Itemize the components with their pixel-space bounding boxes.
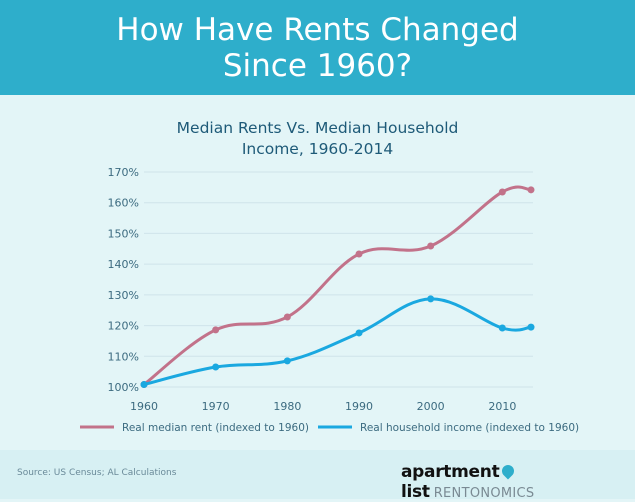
data-point	[527, 186, 535, 194]
x-tick-label: 1990	[345, 400, 373, 413]
data-point	[527, 323, 535, 331]
chart-title-line1: Median Rents Vs. Median Household	[176, 119, 459, 137]
series-line-1	[143, 297, 532, 387]
y-tick-label: 130%	[108, 289, 139, 302]
logo-text-list: list	[401, 482, 430, 502]
page-title-line1: How Have Rents Changed	[116, 12, 519, 48]
header-banner: How Have Rents Changed Since 1960?	[0, 0, 635, 95]
logo-text-apartment: apartment	[401, 462, 500, 482]
data-point	[283, 357, 291, 365]
source-note: Source: US Census; AL Calculations	[17, 468, 177, 478]
data-point	[212, 363, 220, 371]
line-chart: 100% 110% 120% 130% 140% 150% 160% 170% 1960 1970…	[80, 166, 579, 434]
legend-label: Real median rent (indexed to 1960)	[122, 422, 309, 434]
apartment-list-logo: apartmentlist RENTONOMICS	[401, 462, 635, 502]
data-point	[427, 242, 435, 250]
map-pin-icon	[499, 462, 517, 480]
data-point	[140, 381, 148, 389]
x-tick-label: 2010	[488, 400, 516, 413]
y-tick-label: 150%	[108, 227, 139, 240]
data-point	[355, 329, 363, 337]
y-tick-label: 140%	[108, 258, 139, 271]
series-line-0	[143, 185, 532, 386]
legend-label: Real household income (indexed to 1960)	[360, 422, 579, 434]
page-title-line2: Since 1960?	[222, 48, 413, 84]
data-point	[283, 313, 291, 321]
chart-title: Median Rents Vs. Median Household Income…	[0, 118, 635, 160]
data-point	[355, 250, 363, 258]
y-tick-label: 120%	[108, 320, 139, 333]
logo-sub: RENTONOMICS	[433, 486, 535, 501]
y-tick-label: 110%	[108, 350, 139, 363]
data-point	[427, 295, 435, 303]
chart-title-line2: Income, 1960-2014	[241, 140, 394, 158]
x-tick-label: 1980	[273, 400, 301, 413]
x-tick-label: 1970	[202, 400, 230, 413]
x-tick-label: 2000	[417, 400, 445, 413]
y-tick-label: 170%	[108, 166, 139, 179]
x-tick-label: 1960	[130, 400, 158, 413]
footer	[0, 450, 635, 499]
data-point	[498, 324, 506, 332]
y-tick-label: 160%	[108, 197, 139, 210]
y-tick-label: 100%	[108, 381, 139, 394]
data-point	[212, 326, 220, 334]
data-point	[498, 188, 506, 196]
